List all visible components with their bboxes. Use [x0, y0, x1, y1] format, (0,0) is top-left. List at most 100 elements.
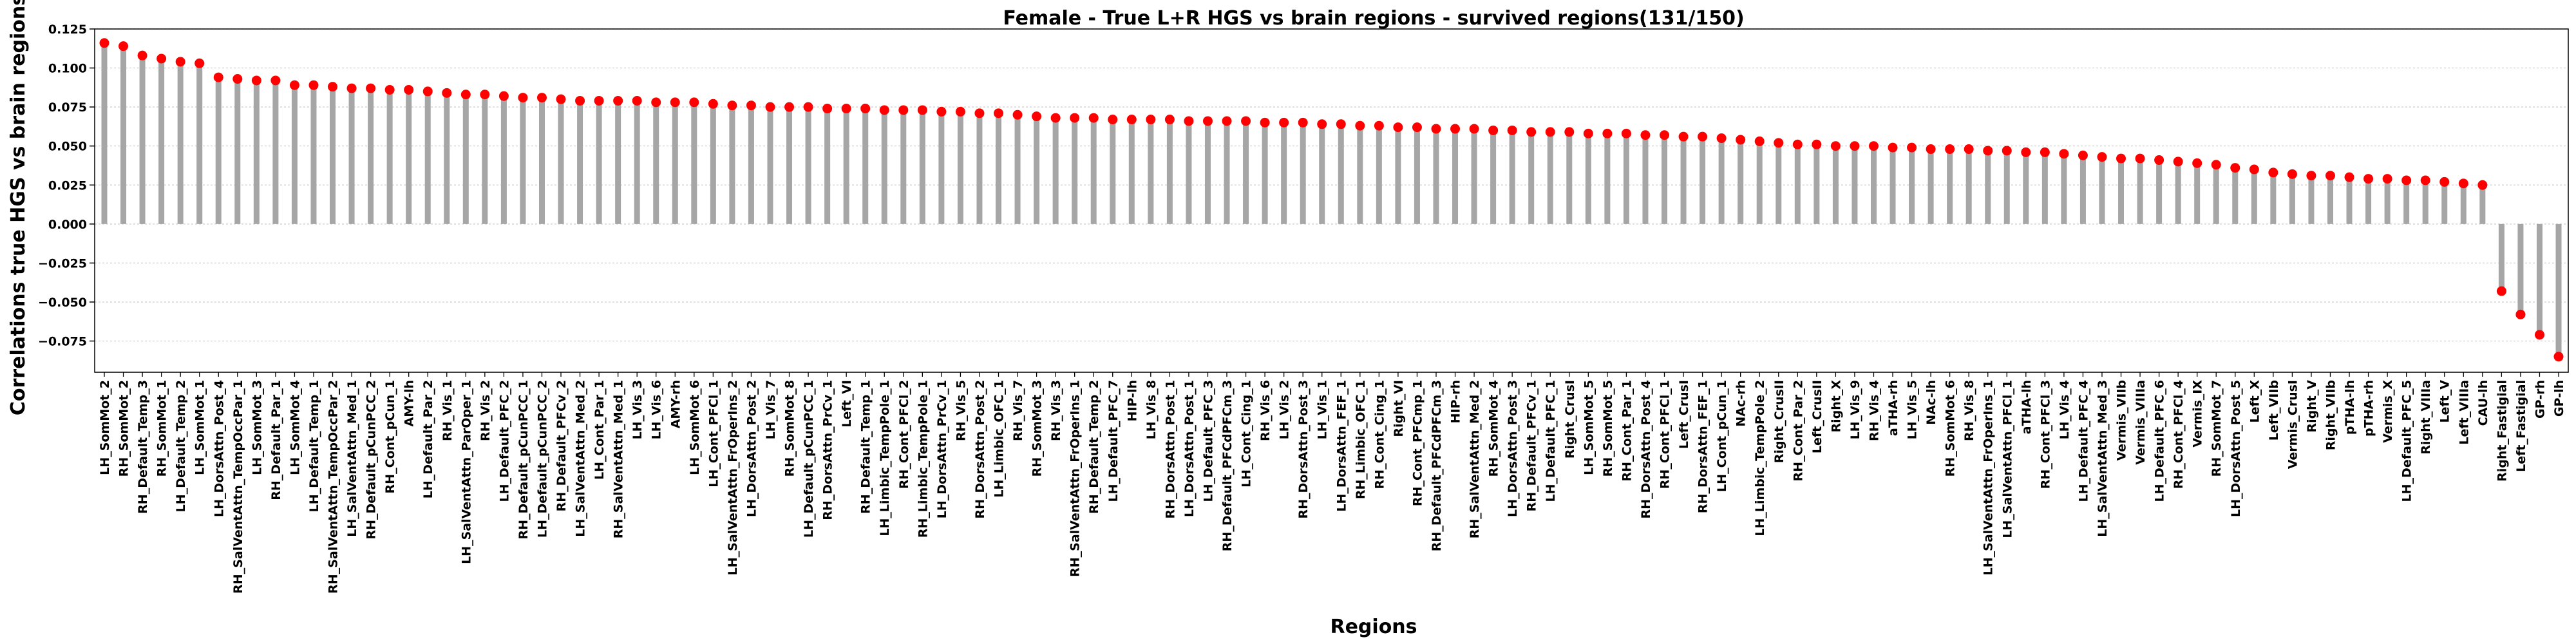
stem [158, 59, 165, 224]
x-tick-label: RH_SomMot_1 [155, 380, 169, 477]
data-point [2306, 171, 2316, 181]
x-tick-label: LH_Limbic_TempPole_2 [1753, 380, 1767, 536]
stem [1490, 130, 1497, 224]
data-point [1108, 115, 1118, 125]
x-tick-label: RH_DorsAttn_Post_1 [1163, 380, 1177, 519]
data-point [594, 95, 604, 106]
x-tick-label: GP-rh [2533, 380, 2547, 419]
x-tick-label: RH_Vis_4 [1867, 380, 1881, 441]
x-tick-label: Right_CrusII [1772, 380, 1786, 463]
x-tick-label: RH_Vis_8 [1962, 380, 1976, 441]
stem [1072, 118, 1078, 224]
x-tick-label: RH_Cont_Cing_1 [1372, 380, 1387, 489]
stem [1357, 126, 1363, 224]
stem [253, 80, 260, 224]
stem [462, 94, 469, 224]
stem [805, 107, 811, 224]
data-point [1545, 127, 1555, 137]
x-tick-label: LH_Cont_Par_1 [592, 380, 607, 480]
x-tick-label: LH_Default_pCunPCC_2 [535, 380, 549, 538]
data-point [175, 57, 185, 67]
stem [291, 85, 298, 224]
y-tick-label: −0.025 [38, 256, 87, 270]
data-point [651, 97, 661, 108]
stem [786, 107, 793, 224]
data-point [1888, 142, 1898, 153]
x-tick-label: Right_V [2305, 380, 2319, 433]
data-point [1812, 139, 1822, 149]
x-axis-title: Regions [1330, 616, 1417, 638]
stem [215, 77, 222, 224]
stem [1128, 119, 1135, 224]
stem [177, 61, 184, 224]
x-tick-label: LH_SalVentAttn_FrOperIns_2 [726, 380, 740, 575]
x-tick-label: Vermis_CrusI [2286, 380, 2300, 469]
x-tick-label: RH_SomMot_8 [783, 380, 797, 477]
stem [976, 113, 983, 224]
stem [938, 111, 945, 224]
x-tick-label: Left_VIIIa [2457, 380, 2471, 445]
data-point [1602, 128, 1613, 138]
stem [710, 104, 716, 224]
data-point [1317, 119, 1327, 129]
stem [1433, 129, 1439, 224]
stem [2003, 150, 2010, 224]
data-point [1659, 130, 1669, 140]
data-point [1374, 120, 1384, 131]
stem [1794, 144, 1801, 224]
stem [2422, 180, 2429, 224]
x-tick-label: LH_Vis_6 [650, 380, 664, 439]
stem [120, 46, 127, 224]
data-point [137, 50, 147, 61]
stem [234, 79, 241, 224]
plot-frame [94, 28, 2569, 373]
x-tick-label: LH_Default_pCunPCC_1 [802, 380, 816, 538]
x-tick-label: RH_Default_Par_1 [269, 380, 283, 500]
x-tick-label: Vermis_VIIIa [2134, 380, 2148, 465]
x-tick-label: RH_Limbic_OFC_1 [1354, 380, 1368, 499]
stem [919, 109, 925, 224]
x-tick-label: LH_SomMot_4 [288, 380, 302, 475]
x-tick-label: RH_DorsAttn_PrCv_1 [821, 380, 835, 520]
stem [2194, 163, 2201, 224]
data-point [575, 95, 585, 106]
data-point [1640, 130, 1651, 140]
data-point [2439, 176, 2450, 187]
data-point [1868, 141, 1879, 151]
data-point [1469, 124, 1479, 134]
x-tick-label: AMY-lh [402, 380, 417, 427]
x-tick-label: RH_Cont_Par_2 [1791, 380, 1805, 481]
stem [500, 96, 507, 224]
data-point [2382, 174, 2392, 184]
data-point [2287, 169, 2297, 179]
stem [767, 107, 773, 224]
stem [843, 108, 849, 224]
data-point [1754, 136, 1765, 146]
x-tick-label: pTHA-lh [2343, 380, 2357, 435]
data-point [1260, 117, 1270, 128]
marker-layer [99, 38, 2564, 362]
data-point [2154, 155, 2164, 166]
data-point [194, 58, 205, 68]
x-tick-label: Left_X [2248, 380, 2262, 423]
stem [1148, 119, 1154, 224]
data-point [2078, 150, 2088, 160]
stem [2251, 169, 2257, 224]
x-tick-label: RH_DorsAttn_FEF_1 [1696, 380, 1710, 513]
data-point [1945, 144, 1955, 155]
data-point [898, 105, 909, 115]
data-point [841, 104, 851, 114]
x-tick-label: RH_SalVentAttn_TempOccPar_1 [231, 380, 245, 594]
stem [406, 90, 412, 224]
x-tick-label: RH_SalVentAttn_FrOperIns_1 [1068, 380, 1083, 577]
stem [2384, 178, 2391, 224]
stem [2232, 167, 2239, 224]
stem [691, 102, 697, 224]
data-point [251, 75, 261, 86]
data-point [1298, 117, 1308, 128]
x-tick-label: RH_SomMot_5 [1601, 380, 1615, 477]
x-tick-label: LH_DorsAttn_PrCv_1 [935, 380, 949, 518]
data-point [2477, 180, 2488, 190]
x-tick-label: RH_Cont_PFCl_4 [2172, 380, 2186, 489]
x-tick-label: RH_SomMot_3 [1030, 380, 1045, 477]
